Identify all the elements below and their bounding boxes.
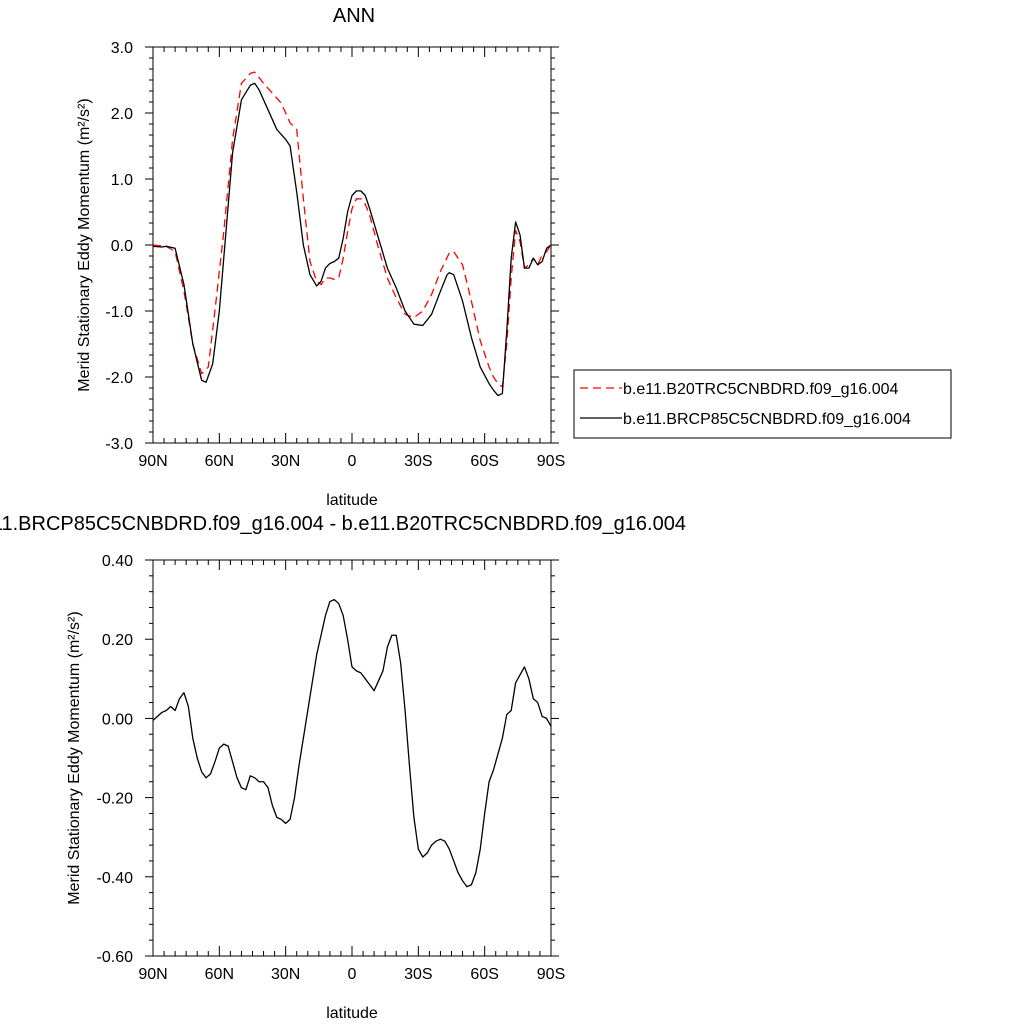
top-x-tick-labels: 90N 60N 30N 0 30S 60S 90S: [138, 453, 565, 470]
x-tick-label: 90N: [138, 453, 167, 470]
bottom-y-tick-labels: 0.40 0.20 0.00 -0.20 -0.40 -0.60: [97, 553, 134, 966]
x-tick-label: 60N: [205, 453, 234, 470]
y-tick-label: 0.0: [111, 238, 133, 255]
x-tick-label: 30S: [404, 453, 432, 470]
bottom-axis-ticks: [145, 559, 559, 957]
x-tick-label: 90S: [537, 453, 565, 470]
y-tick-label: -3.0: [105, 436, 133, 453]
y-tick-label: 0.00: [102, 711, 133, 728]
series-line-1: [153, 82, 551, 397]
bottom-plot-panel: b.e11.BRCP85C5CNBDRD.f09_g16.004 - b.e11…: [0, 513, 686, 1022]
series-line-0: [153, 598, 551, 888]
bottom-plot-frame: [152, 559, 552, 957]
x-tick-label: 60N: [205, 966, 234, 983]
x-tick-label: 90N: [138, 966, 167, 983]
x-tick-label: 60S: [470, 453, 498, 470]
x-tick-label: 30N: [271, 966, 300, 983]
y-tick-label: 0.40: [102, 553, 133, 570]
legend-box: [573, 369, 952, 439]
x-tick-label: 30S: [404, 966, 432, 983]
x-tick-label: 0: [348, 453, 357, 470]
bottom-plot-title: b.e11.BRCP85C5CNBDRD.f09_g16.004 - b.e11…: [0, 513, 686, 535]
y-tick-label: -0.40: [97, 870, 134, 887]
legend: b.e11.B20TRC5CNBDRD.f09_g16.004 b.e11.BR…: [573, 369, 952, 439]
y-tick-label: 1.0: [111, 172, 133, 189]
x-tick-label: 60S: [470, 966, 498, 983]
x-tick-label: 90S: [537, 966, 565, 983]
top-y-axis-label: Merid Stationary Eddy Momentum (m²/s²): [76, 98, 93, 391]
top-plot-title: ANN: [333, 5, 375, 27]
series-line-0: [153, 71, 551, 388]
x-tick-label: 30N: [271, 453, 300, 470]
bottom-x-tick-labels: 90N 60N 30N 0 30S 60S 90S: [138, 966, 565, 983]
y-tick-label: -1.0: [105, 304, 133, 321]
bottom-y-axis-label: Merid Stationary Eddy Momentum (m²/s²): [66, 611, 83, 904]
legend-entry-1: b.e11.BRCP85C5CNBDRD.f09_g16.004: [623, 411, 911, 428]
bottom-x-axis-label: latitude: [326, 1005, 378, 1022]
top-series-lines: [153, 71, 551, 397]
y-tick-label: 2.0: [111, 106, 133, 123]
x-tick-label: 0: [348, 966, 357, 983]
legend-entry-0: b.e11.B20TRC5CNBDRD.f09_g16.004: [623, 381, 899, 398]
y-tick-label: 3.0: [111, 40, 133, 57]
top-plot-frame: [152, 46, 552, 444]
bottom-series-lines: [153, 598, 551, 888]
y-tick-label: 0.20: [102, 632, 133, 649]
y-tick-label: -0.20: [97, 791, 134, 808]
top-axis-ticks: [145, 46, 559, 444]
y-tick-label: -0.60: [97, 949, 134, 966]
top-x-axis-label: latitude: [326, 492, 378, 509]
top-y-tick-labels: 3.0 2.0 1.0 0.0 -1.0 -2.0 -3.0: [105, 40, 133, 453]
y-tick-label: -2.0: [105, 370, 133, 387]
top-plot-panel: ANN 90N 60N 30N 0 30S 60S 90S 3.0 2.0 1.0 0.0 -1.0…: [76, 5, 565, 509]
